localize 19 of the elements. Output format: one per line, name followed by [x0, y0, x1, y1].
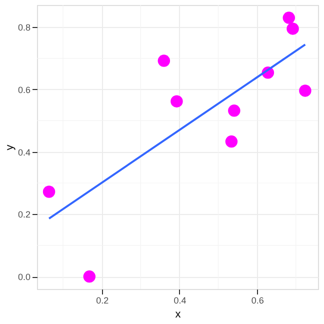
point — [158, 54, 170, 67]
point — [228, 104, 240, 117]
point — [282, 12, 296, 24]
y-axis-title: y — [4, 144, 16, 150]
x-axis-title: x — [175, 308, 182, 320]
x-tick-label: 0.2 — [96, 296, 109, 306]
point — [299, 84, 312, 97]
point — [42, 186, 56, 198]
x-tick-label: 0.6 — [251, 296, 264, 306]
y-tick-label: 0.0 — [18, 272, 30, 282]
y-tick-label: 0.4 — [18, 147, 30, 158]
point — [225, 135, 238, 148]
point — [170, 95, 183, 108]
point — [286, 22, 299, 35]
y-tick-label: 0.8 — [18, 22, 30, 33]
y-tick-label: 0.6 — [18, 84, 30, 95]
y-tick-label: 0.2 — [18, 210, 30, 220]
x-tick-label: 0.4 — [174, 296, 186, 306]
point — [83, 270, 96, 283]
